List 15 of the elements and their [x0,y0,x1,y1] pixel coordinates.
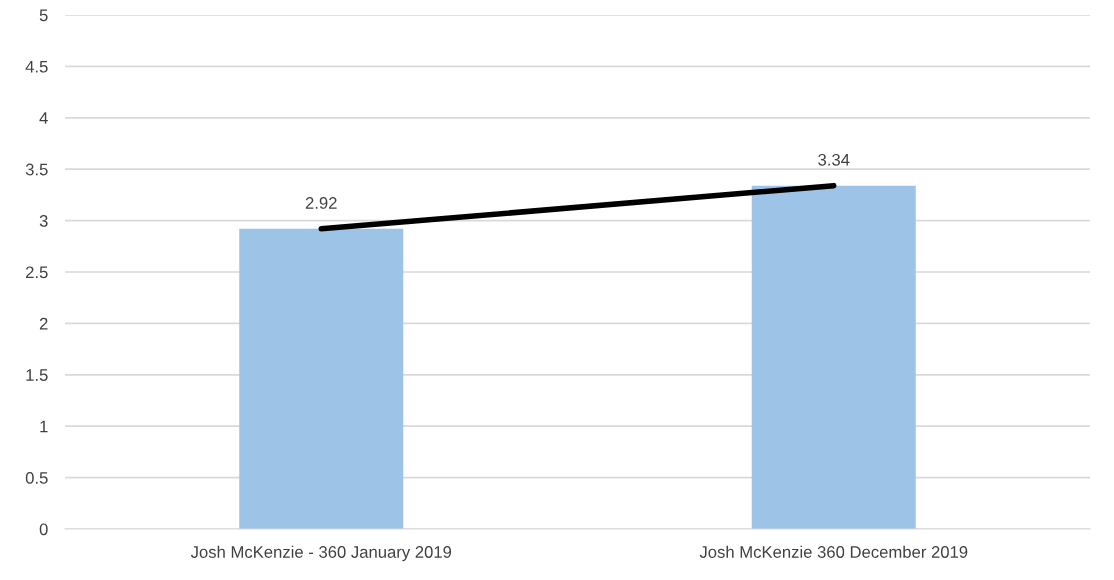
y-tick-label: 1.5 [26,369,48,381]
y-tick-label: 4 [39,112,48,124]
y-tick-label: 3.5 [25,163,48,176]
y-tick-label: 5 [39,9,48,22]
y-tick-label: 4.5 [25,60,48,73]
y-tick-label: 3 [39,215,48,227]
data-label: 2.92 [305,197,337,209]
y-tick-label: 1 [40,420,48,433]
data-label: 3.34 [818,153,850,166]
x-tick-label: Josh McKenzie 360 December 2019 [699,545,968,558]
y-tick-label: 2 [39,317,48,330]
x-tick-label: Josh McKenzie - 360 January 2019 [190,545,452,562]
y-tick-label: 0 [39,523,48,536]
y-tick-label: 2.5 [26,266,48,279]
y-tick-label: 0.5 [25,472,48,484]
